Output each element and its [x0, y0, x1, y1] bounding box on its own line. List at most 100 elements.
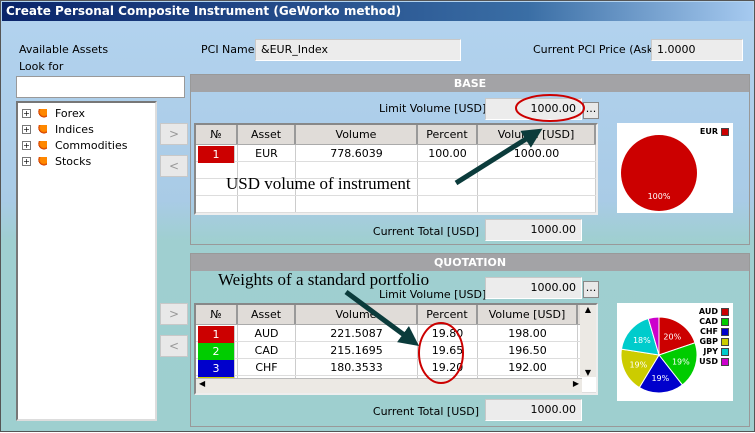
legend-item: JPY	[699, 347, 729, 357]
tree-label: Stocks	[55, 154, 92, 168]
base-limit-label: Limit Volume [USD]	[379, 102, 487, 115]
legend-item: CHF	[699, 327, 729, 337]
legend-label: CHF	[699, 327, 718, 336]
quotation-total-label: Current Total [USD]	[372, 405, 479, 418]
table-row[interactable]: 1 EUR 778.6039 100.00 1000.00	[196, 145, 596, 163]
pie-slice-chf	[638, 354, 684, 394]
legend-swatch	[721, 328, 729, 336]
legend-item: AUD	[699, 307, 729, 317]
add-to-base-button[interactable]: >	[160, 123, 188, 145]
tree-label: Forex	[55, 106, 86, 120]
table-row[interactable]: 1 AUD 221.5087 19.80 198.00	[196, 325, 596, 343]
quotation-limit-more-button[interactable]: ...	[583, 281, 599, 298]
scroll-left-icon[interactable]: ◀	[199, 379, 206, 388]
cell-percent[interactable]: 19.65	[418, 342, 478, 358]
legend-swatch	[721, 348, 729, 356]
col-number[interactable]: №	[196, 305, 238, 324]
legend-label: CAD	[699, 317, 718, 326]
legend-item: EUR	[700, 127, 729, 137]
cell-usd[interactable]: 198.00	[478, 325, 578, 341]
arrow-to-percent	[344, 289, 420, 346]
cell-percent[interactable]: 100.00	[418, 145, 478, 161]
scroll-right-icon[interactable]: ▶	[572, 379, 579, 388]
cell-usd[interactable]: 192.00	[478, 359, 578, 375]
legend-swatch	[721, 358, 729, 366]
highlight-ellipse-limit	[515, 94, 585, 122]
cell-asset: EUR	[238, 145, 296, 161]
legend-swatch	[721, 338, 729, 346]
remove-from-base-button[interactable]: <	[160, 155, 188, 177]
col-volume[interactable]: Volume	[296, 305, 418, 324]
available-assets-label: Available Assets	[19, 43, 109, 56]
horizontal-scrollbar[interactable]: ◀ ▶	[196, 378, 582, 393]
tree-item-commodities[interactable]: + Commodities	[22, 137, 151, 153]
remove-from-quotation-button[interactable]: <	[160, 335, 188, 357]
legend-swatch	[721, 128, 729, 136]
cell-volume[interactable]: 180.3533	[296, 359, 418, 375]
expand-icon[interactable]: +	[22, 124, 31, 134]
pie-label: 20%	[663, 332, 681, 341]
table-header: № Asset Volume Percent Volume [USD]	[196, 125, 596, 145]
cell-usd[interactable]: 196.50	[478, 342, 578, 358]
title-bar: Create Personal Composite Instrument (Ge…	[2, 2, 753, 21]
col-number[interactable]: №	[196, 125, 238, 144]
base-limit-input[interactable]: 1000.00	[485, 98, 582, 120]
look-for-label: Look for	[19, 60, 64, 73]
pie-slice-jpy	[620, 317, 660, 356]
tree-label: Indices	[55, 122, 94, 136]
cell-asset: CHF	[238, 359, 296, 375]
expand-icon[interactable]: +	[22, 140, 31, 150]
cell-percent[interactable]: 19.20	[418, 359, 478, 375]
cell-asset: CAD	[238, 342, 296, 358]
expand-icon[interactable]: +	[22, 156, 31, 166]
tree-item-indices[interactable]: + Indices	[22, 121, 151, 137]
legend-label: EUR	[699, 127, 718, 136]
legend-swatch	[721, 308, 729, 316]
pie-label: 19%	[672, 358, 690, 367]
quotation-total-value: 1000.00	[485, 399, 582, 421]
asset-tree[interactable]: + Forex + Indices + Commodities + Stocks	[16, 101, 157, 421]
folder-icon	[37, 156, 47, 166]
annotation-usd-volume: USD volume of instrument	[226, 174, 411, 193]
quotation-limit-label: Limit Volume [USD]	[379, 288, 487, 301]
legend-label: GBP	[699, 337, 718, 346]
pie-label: 19%	[629, 361, 647, 370]
cell-volume[interactable]: 778.6039	[296, 145, 418, 161]
tree-item-stocks[interactable]: + Stocks	[22, 153, 151, 169]
add-to-quotation-button[interactable]: >	[160, 303, 188, 325]
quotation-panel: QUOTATION	[190, 253, 750, 427]
col-asset[interactable]: Asset	[238, 305, 296, 324]
legend-item: USD	[699, 357, 729, 367]
col-percent[interactable]: Percent	[418, 125, 478, 144]
row-number: 1	[198, 146, 235, 163]
col-asset[interactable]: Asset	[238, 125, 296, 144]
table-row[interactable]: 3 CHF 180.3533 19.20 192.00	[196, 359, 596, 377]
legend-label: AUD	[698, 307, 718, 316]
quotation-limit-input[interactable]: 1000.00	[485, 277, 582, 299]
scroll-up-icon[interactable]: ▲	[584, 305, 592, 314]
tree-item-forex[interactable]: + Forex	[22, 105, 151, 121]
expand-icon[interactable]: +	[22, 108, 31, 118]
scroll-down-icon[interactable]: ▼	[584, 368, 592, 377]
cell-volume[interactable]: 215.1695	[296, 342, 418, 358]
pci-name-input[interactable]: &EUR_Index	[255, 39, 461, 61]
tree-label: Commodities	[55, 138, 128, 152]
search-input[interactable]	[16, 76, 185, 98]
quotation-pie-chart: 20% 19% 19% 19% 18% AUD CAD CHF GBP JPY USD	[617, 303, 733, 401]
table-row[interactable]: 2 CAD 215.1695 19.65 196.50	[196, 342, 596, 360]
pci-price-value: 1.0000	[651, 39, 743, 61]
cell-asset: AUD	[238, 325, 296, 341]
col-volume[interactable]: Volume	[296, 125, 418, 144]
vertical-scrollbar[interactable]: ▲ ▼	[580, 305, 596, 377]
row-number: 1	[198, 326, 235, 343]
col-volume-usd[interactable]: Volume [USD]	[478, 305, 578, 324]
legend-label: USD	[699, 357, 718, 366]
quotation-header: QUOTATION	[191, 254, 749, 271]
pie-label: 100%	[648, 192, 671, 201]
cell-usd[interactable]: 1000.00	[478, 145, 596, 161]
base-header: BASE	[191, 75, 749, 92]
folder-icon	[37, 140, 47, 150]
pie-label: 18%	[633, 336, 651, 345]
col-percent[interactable]: Percent	[418, 305, 478, 324]
legend-swatch	[721, 318, 729, 326]
